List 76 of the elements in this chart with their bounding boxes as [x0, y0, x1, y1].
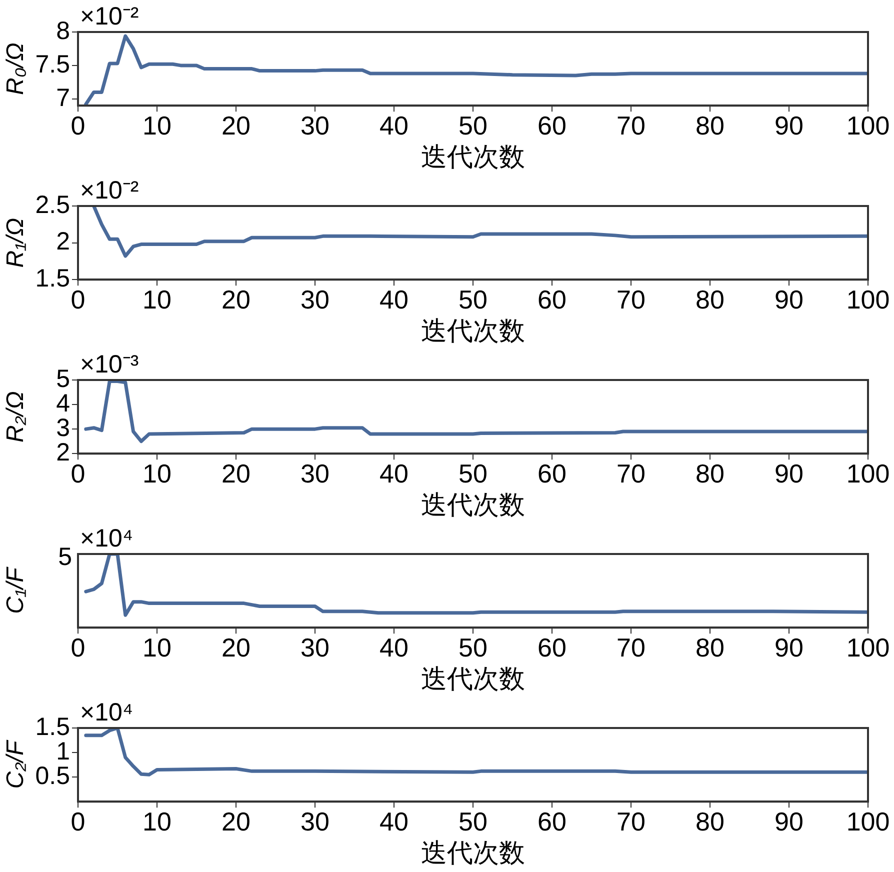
x-tick-label: 30 — [300, 458, 330, 488]
y-axis-title: C₁/F — [2, 566, 30, 614]
x-tick-label: 70 — [616, 284, 646, 314]
x-tick-label: 50 — [458, 458, 488, 488]
x-axis-title: 迭代次数 — [421, 664, 525, 694]
x-tick-label: 40 — [380, 284, 408, 314]
y-tick-label: 1.5 — [35, 264, 70, 292]
x-tick-label: 90 — [774, 632, 804, 662]
x-axis-title: 迭代次数 — [421, 142, 525, 172]
x-tick-label: 40 — [380, 110, 408, 140]
x-tick-label: 10 — [142, 284, 172, 314]
x-axis-title: 迭代次数 — [421, 316, 525, 346]
y-tick-label: 2.5 — [35, 190, 70, 219]
text: ×10⁴ — [80, 524, 134, 552]
x-tick-label: 70 — [616, 110, 646, 140]
y-axis-title: R₀/Ω — [2, 42, 30, 95]
x-tick-label: 50 — [458, 632, 488, 662]
x-tick-label: 70 — [616, 458, 646, 488]
x-tick-label: 30 — [300, 110, 330, 140]
x-tick-label: 100 — [846, 458, 890, 488]
x-tick-label: 90 — [774, 110, 804, 140]
x-tick-label: 50 — [458, 806, 488, 836]
x-tick-label: 70 — [616, 806, 646, 836]
x-tick-label: 90 — [774, 458, 804, 488]
x-tick-label: 80 — [696, 284, 724, 314]
x-tick-label: 80 — [696, 632, 724, 662]
x-tick-label: 100 — [846, 284, 890, 314]
x-tick-label: 30 — [300, 806, 330, 836]
x-tick-label: 60 — [538, 284, 566, 314]
x-tick-label: 20 — [222, 458, 250, 488]
y-tick-label: 8 — [56, 16, 70, 45]
x-tick-label: 40 — [380, 458, 408, 488]
x-tick-label: 20 — [222, 632, 250, 662]
x-tick-label: 90 — [774, 806, 804, 836]
text: ×10⁻² — [80, 2, 139, 30]
x-tick-label: 50 — [458, 110, 488, 140]
x-tick-label: 0 — [70, 284, 86, 314]
x-tick-label: 50 — [458, 284, 488, 314]
x-tick-label: 90 — [774, 284, 804, 314]
x-tick-label: 20 — [222, 806, 250, 836]
y-axis-title: R₂/Ω — [2, 391, 30, 443]
x-tick-label: 60 — [538, 110, 566, 140]
x-axis-title: 迭代次数 — [421, 490, 525, 520]
x-tick-label: 100 — [846, 110, 890, 140]
x-tick-label: 100 — [846, 806, 890, 836]
y-axis-title: R₁/Ω — [2, 218, 30, 268]
x-tick-label: 0 — [70, 806, 86, 836]
x-axis-title: 迭代次数 — [421, 838, 525, 868]
x-tick-label: 0 — [70, 632, 86, 662]
text: ×10⁴ — [80, 698, 134, 726]
x-tick-label: 30 — [300, 632, 330, 662]
y-tick-label: 7.5 — [35, 50, 70, 78]
x-tick-label: 0 — [70, 110, 86, 140]
x-tick-label: 10 — [142, 458, 172, 488]
y-tick-label: 7 — [56, 84, 70, 112]
x-tick-label: 10 — [142, 110, 172, 140]
x-tick-label: 80 — [696, 806, 724, 836]
x-tick-label: 60 — [538, 458, 566, 488]
text: ×10⁻² — [80, 176, 139, 204]
x-tick-label: 60 — [538, 632, 566, 662]
x-tick-label: 100 — [846, 632, 890, 662]
x-tick-label: 40 — [380, 632, 408, 662]
y-axis-title: C₂/F — [2, 740, 30, 789]
x-tick-label: 80 — [696, 458, 724, 488]
x-tick-label: 10 — [142, 632, 172, 662]
x-tick-label: 40 — [380, 806, 408, 836]
x-tick-label: 70 — [616, 632, 646, 662]
text: ×10⁻³ — [80, 350, 139, 378]
y-tick-label: 2 — [56, 228, 70, 256]
x-tick-label: 80 — [696, 110, 724, 140]
x-tick-label: 20 — [222, 284, 250, 314]
x-tick-label: 10 — [142, 806, 172, 836]
x-tick-label: 20 — [222, 110, 250, 140]
x-tick-label: 60 — [538, 806, 566, 836]
x-tick-label: 30 — [300, 284, 330, 314]
x-tick-label: 0 — [70, 458, 86, 488]
